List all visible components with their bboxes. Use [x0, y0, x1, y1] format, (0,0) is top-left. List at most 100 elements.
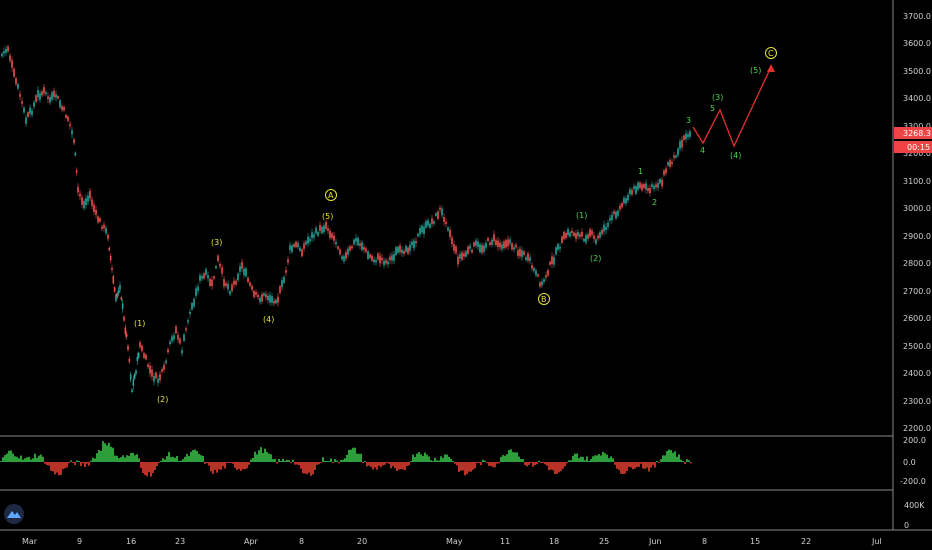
candle-body: [253, 290, 255, 298]
oscillator-bar: [78, 461, 80, 462]
oscillator-bar: [420, 454, 422, 462]
candle-body: [651, 184, 653, 188]
oscillator-bar: [176, 456, 178, 462]
oscillator-bar: [186, 453, 188, 462]
oscillator-bar: [576, 453, 578, 462]
candle-body: [563, 231, 565, 240]
price-axis[interactable]: 3700.0 3600.0 3500.0 3400.0 3300.0 3200.…: [903, 12, 931, 433]
oscillator-bar: [674, 451, 676, 462]
candle-body: [565, 232, 567, 238]
candle-body: [129, 374, 132, 380]
candle-body: [405, 245, 407, 252]
candle-body: [515, 244, 517, 248]
oscillator-bar: [578, 458, 580, 462]
oscillator-bar: [632, 462, 634, 470]
candle-body: [211, 279, 213, 287]
candle-body: [419, 228, 421, 235]
candle-body: [315, 227, 317, 234]
candle-body: [305, 241, 307, 245]
wave-label: C: [768, 49, 774, 58]
oscillator-bar: [626, 462, 628, 472]
oscillator-bar: [350, 449, 352, 462]
price-tick: 2700.0: [903, 287, 931, 296]
oscillator-bar: [478, 462, 480, 463]
oscillator-bar: [254, 451, 256, 462]
oscillator-bar: [230, 462, 232, 463]
oscillator-bar: [444, 454, 446, 462]
oscillator-bar: [586, 456, 588, 462]
oscillator-bar: [260, 447, 262, 462]
time-axis[interactable]: Mar 9 16 23 Apr 8 20 May 11 18 25 Jun 8 …: [22, 537, 882, 546]
candle-body: [125, 333, 128, 337]
oscillator-bar: [374, 462, 376, 468]
candle-body: [525, 257, 527, 260]
oscillator-bar: [660, 459, 662, 462]
oscillator-bar: [642, 462, 644, 469]
candle-body: [477, 241, 479, 247]
candle-body: [523, 251, 525, 255]
oscillator-bar: [566, 462, 568, 464]
candle-body: [51, 92, 53, 100]
oscillator-bar: [94, 458, 96, 462]
candle-body: [9, 55, 11, 61]
candle-body: [217, 255, 219, 262]
oscillator-bar: [214, 462, 216, 470]
candle-body: [675, 155, 677, 158]
oscillator-bar: [252, 457, 254, 462]
candle-body: [265, 294, 267, 298]
candle-body: [301, 249, 303, 257]
oscillator-bar: [30, 459, 32, 462]
time-tick: 18: [549, 537, 559, 546]
candle-body: [229, 291, 231, 295]
candle-body: [449, 229, 451, 238]
oscillator-bar: [678, 454, 680, 462]
oscillator-bar: [144, 462, 146, 475]
candle-body: [575, 233, 577, 239]
oscillator-bar: [42, 456, 44, 462]
candle-body: [349, 246, 351, 251]
candle-body: [683, 135, 685, 140]
candle-body: [309, 238, 311, 242]
candle-body: [283, 276, 285, 283]
candle-body: [431, 218, 433, 224]
wave-label: (2): [157, 395, 168, 404]
oscillator-bar: [210, 462, 212, 472]
wave-label: (1): [134, 319, 145, 328]
oscillator-bar: [124, 457, 126, 462]
tradingview-cloud-icon[interactable]: [4, 504, 24, 524]
candle-body: [427, 220, 429, 226]
candle-body: [603, 224, 605, 232]
candle-body: [345, 252, 347, 259]
candle-body: [503, 241, 505, 249]
candle-body: [375, 260, 377, 263]
candle-body: [359, 243, 361, 246]
candle-body: [269, 295, 271, 303]
candle-body: [435, 213, 437, 216]
oscillator-bar: [488, 462, 490, 466]
oscillator-bar: [126, 455, 128, 462]
candle-body: [112, 276, 115, 284]
oscillator-bar: [238, 462, 240, 469]
oscillator-bar: [412, 454, 414, 462]
oscillator-bar: [378, 462, 380, 466]
oscillator-bar: [122, 455, 124, 462]
candle-body: [621, 203, 623, 208]
candle-body: [132, 379, 135, 386]
candle-body: [67, 116, 69, 121]
candle-body: [11, 60, 13, 68]
oscillator-bar: [456, 462, 458, 466]
oscillator-bar: [336, 460, 338, 462]
candle-body: [441, 208, 443, 216]
oscillator-bar: [356, 453, 358, 462]
candle-body: [25, 117, 27, 124]
candle-body: [487, 237, 489, 242]
candle-body: [389, 256, 391, 261]
oscillator-bar: [598, 453, 600, 462]
volume-tick: 0: [904, 521, 909, 530]
candle-body: [303, 243, 305, 249]
candle-body: [459, 254, 461, 259]
oscillator-bar: [528, 462, 530, 465]
candle-body: [611, 214, 613, 221]
price-tick: 2300.0: [903, 397, 931, 406]
